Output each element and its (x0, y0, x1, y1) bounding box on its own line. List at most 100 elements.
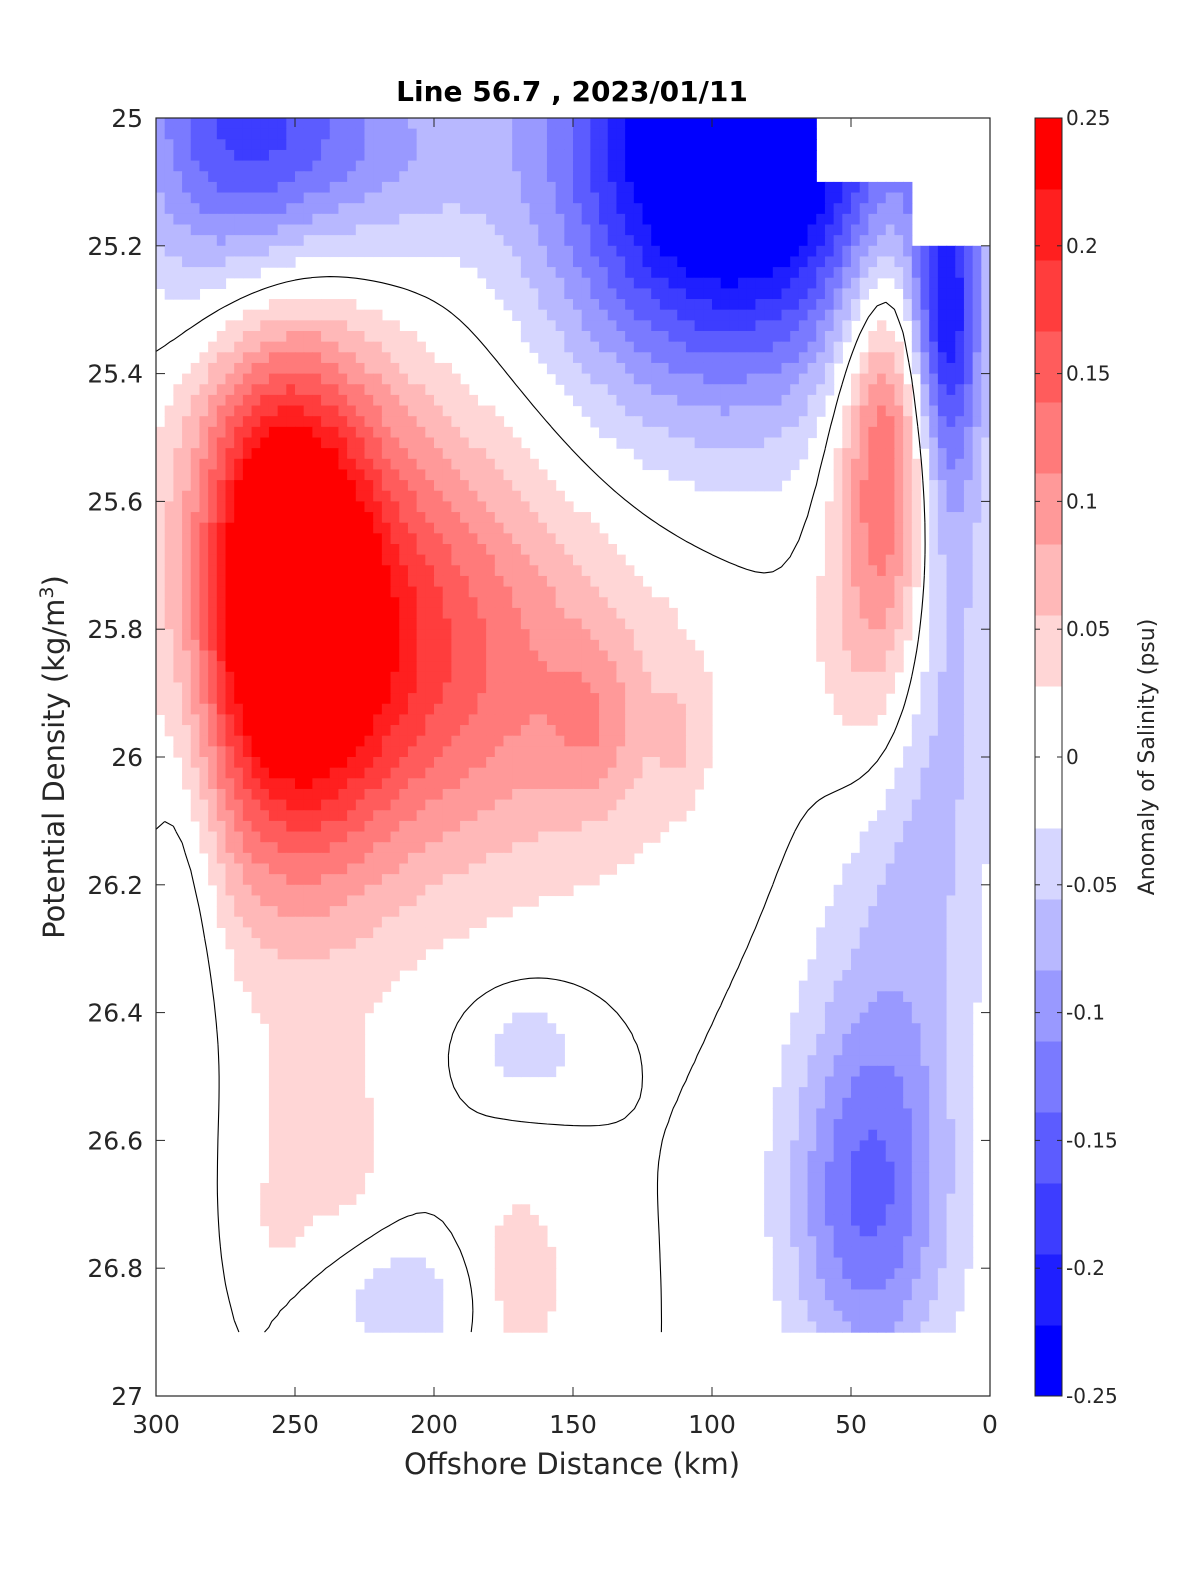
contour-cell (851, 554, 861, 566)
contour-cell (390, 213, 400, 226)
contour-cell (208, 682, 218, 694)
contour-cell (390, 703, 400, 715)
contour-cell (668, 746, 678, 758)
contour-cell (981, 416, 990, 428)
contour-cell (590, 341, 600, 353)
contour-cell (338, 522, 348, 534)
contour-cell (842, 235, 852, 247)
contour-cell (164, 245, 174, 258)
contour-cell (260, 139, 270, 151)
contour-cell (590, 714, 600, 726)
contour-cell (798, 384, 809, 396)
contour-cell (677, 224, 687, 236)
contour-cell (321, 533, 331, 545)
contour-cell (364, 309, 374, 321)
contour-cell (685, 639, 696, 652)
contour-cell (338, 714, 348, 726)
contour-cell (520, 256, 531, 268)
contour-cell (503, 533, 513, 545)
contour-cell (494, 277, 505, 289)
contour-cell (216, 703, 227, 715)
contour-cell (321, 799, 331, 811)
contour-cell (529, 192, 539, 204)
contour-cell (468, 203, 479, 215)
contour-cell (416, 213, 426, 226)
contour-cell (642, 331, 652, 343)
contour-cell (216, 629, 227, 641)
contour-cell (529, 597, 539, 609)
contour-cell (703, 320, 713, 332)
contour-cell (416, 490, 426, 502)
contour-cell (520, 192, 531, 204)
contour-cell (216, 746, 227, 758)
contour-cell (355, 725, 366, 737)
contour-cell (538, 618, 548, 630)
contour-cell (720, 448, 730, 460)
contour-cell (434, 203, 444, 215)
contour-cell (538, 533, 548, 545)
contour-cell (321, 650, 331, 662)
contour-cell (842, 203, 852, 215)
contour-cell (790, 181, 800, 194)
contour-cell (946, 586, 956, 598)
contour-cell (937, 267, 948, 279)
contour-cell (946, 256, 956, 268)
contour-cell (468, 778, 479, 790)
contour-cell (216, 245, 227, 258)
contour-cell (182, 746, 192, 758)
contour-cell (746, 160, 757, 172)
contour-cell (659, 203, 670, 215)
contour-cell (216, 352, 227, 364)
contour-cell (642, 224, 652, 236)
contour-cell (355, 118, 366, 130)
contour-cell (642, 384, 652, 396)
contour-cell (981, 245, 990, 258)
contour-cell (685, 384, 696, 396)
contour-cell (512, 522, 522, 534)
contour-cell (712, 245, 722, 258)
contour-cell (286, 394, 296, 407)
contour-cell (434, 682, 444, 694)
contour-cell (877, 362, 887, 375)
contour-cell (937, 618, 948, 630)
contour-cell (781, 224, 791, 236)
contour-cell (729, 426, 739, 439)
contour-cell (581, 661, 591, 673)
contour-cell (399, 607, 409, 620)
contour-cell (885, 394, 896, 407)
contour-cell (590, 778, 600, 790)
contour-cell (590, 671, 600, 684)
contour-cell (434, 394, 444, 407)
contour-cell (355, 703, 366, 715)
contour-cell (295, 458, 305, 471)
contour-cell (703, 341, 713, 353)
contour-cell (573, 118, 583, 130)
contour-cell (312, 309, 322, 321)
contour-cell (529, 118, 539, 130)
contour-cell (399, 331, 409, 343)
contour-cell (616, 394, 626, 407)
contour-cell (460, 533, 470, 545)
contour-cell (798, 267, 809, 279)
contour-cell (182, 490, 192, 502)
contour-cell (494, 448, 505, 460)
contour-cell (199, 277, 209, 289)
contour-cell (920, 394, 930, 407)
contour-cell (182, 405, 192, 417)
contour-cell (894, 618, 904, 630)
contour-cell (295, 778, 305, 790)
contour-cell (321, 490, 331, 502)
contour-cell (295, 192, 305, 204)
contour-cell (303, 661, 313, 673)
contour-cell (607, 810, 618, 822)
contour-cell (729, 245, 739, 258)
contour-cell (703, 149, 713, 162)
contour-cell (555, 203, 565, 215)
contour-cell (303, 405, 313, 417)
contour-cell (703, 192, 713, 204)
contour-cell (503, 778, 513, 790)
contour-cell (929, 554, 939, 566)
contour-cell (859, 245, 869, 258)
contour-cell (156, 267, 166, 279)
contour-cell (633, 192, 644, 204)
